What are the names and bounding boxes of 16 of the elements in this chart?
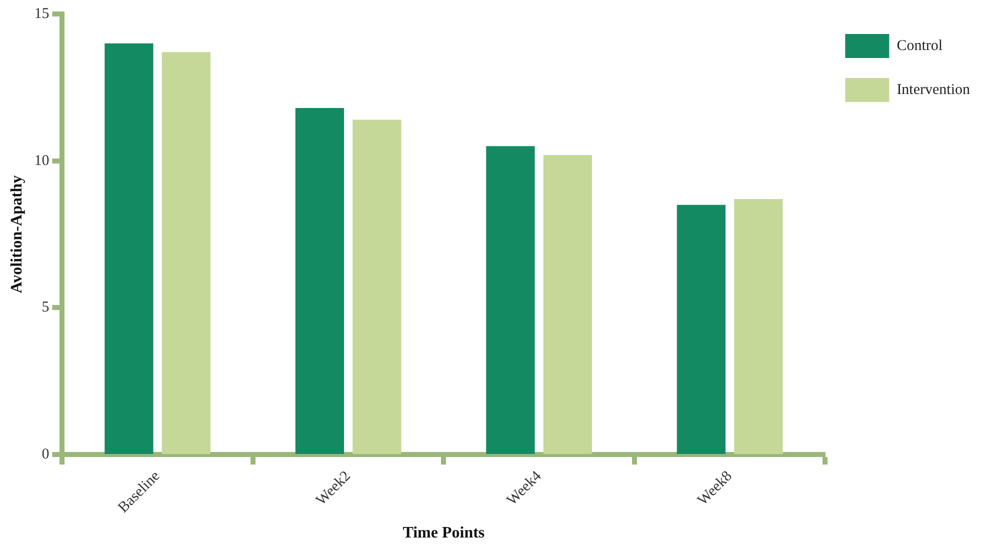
legend-label: Control (896, 38, 943, 54)
bar (295, 108, 344, 454)
y-tick-label: 5 (42, 300, 50, 316)
bar (734, 199, 783, 454)
bar (104, 43, 154, 454)
bar (162, 52, 211, 454)
bar (543, 154, 592, 454)
y-tick-label: 15 (34, 6, 50, 22)
y-axis-title: Avolition-Apathy (8, 175, 26, 294)
y-tick-label: 0 (42, 446, 50, 462)
y-tick-label: 10 (34, 152, 50, 169)
x-axis-title: Time Points (402, 524, 485, 542)
bar (676, 204, 726, 454)
bar (352, 120, 402, 454)
legend-label: Intervention (896, 82, 970, 98)
bar (486, 146, 535, 454)
